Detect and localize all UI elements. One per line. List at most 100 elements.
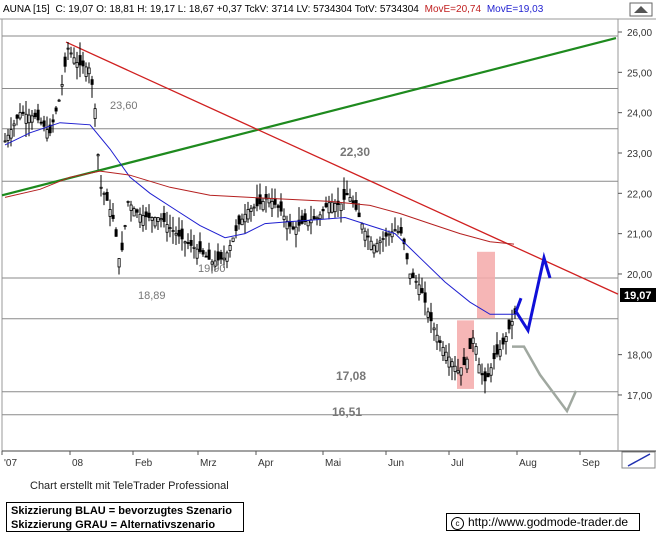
candle-body: [450, 361, 454, 368]
candle-body: [141, 215, 145, 226]
candle-body: [177, 229, 181, 237]
candle-body: [159, 218, 163, 221]
candle-body: [237, 215, 241, 225]
candle-body: [456, 370, 460, 374]
candle-body: [414, 280, 418, 283]
candle-body: [183, 241, 187, 244]
candle-body: [438, 340, 442, 343]
scenario-blue-path: [514, 251, 552, 335]
candle-body: [255, 197, 259, 207]
y-tick-label: 23,00: [627, 149, 652, 160]
candle-body: [477, 364, 481, 374]
x-tick-label: 08: [72, 458, 84, 469]
candle-body: [507, 319, 511, 330]
candle-body: [24, 113, 28, 124]
candle-body: [210, 261, 214, 265]
candle-body: [462, 356, 466, 366]
price-tag-box: [620, 288, 656, 302]
candle-body: [69, 52, 73, 55]
candle-body: [45, 129, 49, 139]
y-axis-ticks: 26,00 25,00 24,00 23,00 22,00 21,00 20,00 18,00…: [618, 28, 652, 402]
candle-body: [486, 373, 490, 378]
scenarios: [512, 251, 578, 414]
candle-body: [192, 246, 196, 249]
candle-body: [495, 344, 499, 355]
candle-body: [318, 214, 322, 220]
candle-body: [138, 213, 142, 223]
candle-body: [15, 114, 19, 119]
legend-blue: Skizzierung BLAU = bevorzugtes Szenario: [11, 505, 232, 517]
resize-icon[interactable]: [629, 2, 653, 17]
candle-body: [474, 346, 478, 355]
candle-body: [261, 200, 265, 211]
candle-body: [351, 200, 355, 204]
level-label-1708: 17,08: [336, 369, 366, 383]
scenario-gray-path: [512, 345, 578, 414]
candle-body: [492, 353, 496, 360]
candle-body: [291, 226, 295, 230]
source-url[interactable]: c http://www.godmode-trader.de: [446, 513, 640, 531]
scroll-corner-icon[interactable]: [621, 451, 656, 469]
candle-body: [441, 346, 445, 357]
candle-body: [330, 201, 334, 213]
candle-body: [180, 228, 184, 240]
candle-body: [312, 216, 316, 220]
candle-body: [9, 129, 13, 139]
x-tick-label: Mrz: [200, 458, 217, 469]
candle-body: [231, 237, 235, 242]
candle-body: [78, 55, 82, 66]
candle-body: [297, 219, 301, 226]
candle-body: [150, 217, 154, 221]
candle-body: [90, 79, 94, 85]
candle-body: [120, 242, 124, 251]
candle-body: [240, 218, 244, 226]
candle-body: [168, 227, 172, 230]
candle-body: [3, 140, 7, 143]
candle-body: [396, 230, 400, 233]
x-tick-label: Jun: [388, 458, 404, 469]
candle-body: [468, 338, 472, 349]
candle-body: [219, 252, 223, 260]
header-ohlc: C: 19,07 O: 18,81 H: 19,17 L: 18,67 +0,3…: [55, 4, 419, 15]
candle-body: [21, 111, 25, 114]
candle-body: [249, 207, 253, 212]
candle-body: [111, 214, 115, 219]
candle-body: [132, 208, 136, 217]
candle-body: [96, 154, 100, 157]
header-ma1: MovE=20,74: [425, 4, 482, 15]
candle-body: [189, 239, 193, 246]
ma-red-line: [4, 170, 515, 245]
candle-body: [465, 358, 469, 370]
candle-body: [294, 226, 298, 235]
candle-body: [258, 194, 262, 205]
level-label-2360: 23,60: [110, 100, 138, 112]
x-tick-label: Jul: [451, 458, 464, 469]
scenario-legend: Skizzierung BLAU = bevorzugtes Szenario …: [6, 502, 244, 532]
candle-body: [501, 337, 505, 345]
zone-low: [457, 320, 474, 389]
candle-body: [204, 255, 208, 258]
candle-body: [273, 198, 277, 205]
candle-body: [87, 67, 91, 75]
candle-body: [129, 204, 133, 211]
header-ma2: MovE=19,03: [487, 4, 544, 15]
x-axis-ticks: '07 08 Feb Mrz Apr Mai Jun Jul Aug Sep: [1, 451, 600, 469]
level-label-1990: 19,90: [198, 263, 226, 275]
candle-body: [483, 371, 487, 382]
header-line: AUNA [15] C: 19,07 O: 18,81 H: 19,17 L: …: [3, 4, 544, 15]
level-label-1889: 18,89: [138, 290, 166, 302]
candle-body: [282, 215, 286, 220]
candle-body: [342, 188, 346, 200]
candle-body: [480, 373, 484, 376]
candle-body: [423, 292, 427, 303]
candle-body: [33, 112, 37, 118]
candle-body: [252, 206, 256, 209]
candle-body: [369, 240, 373, 250]
candle-body: [303, 213, 307, 222]
candle-body: [306, 220, 310, 227]
candle-body: [333, 203, 337, 213]
y-tick-label: 25,00: [627, 68, 652, 79]
horizontal-levels: [2, 35, 618, 416]
candle-body: [510, 321, 514, 326]
